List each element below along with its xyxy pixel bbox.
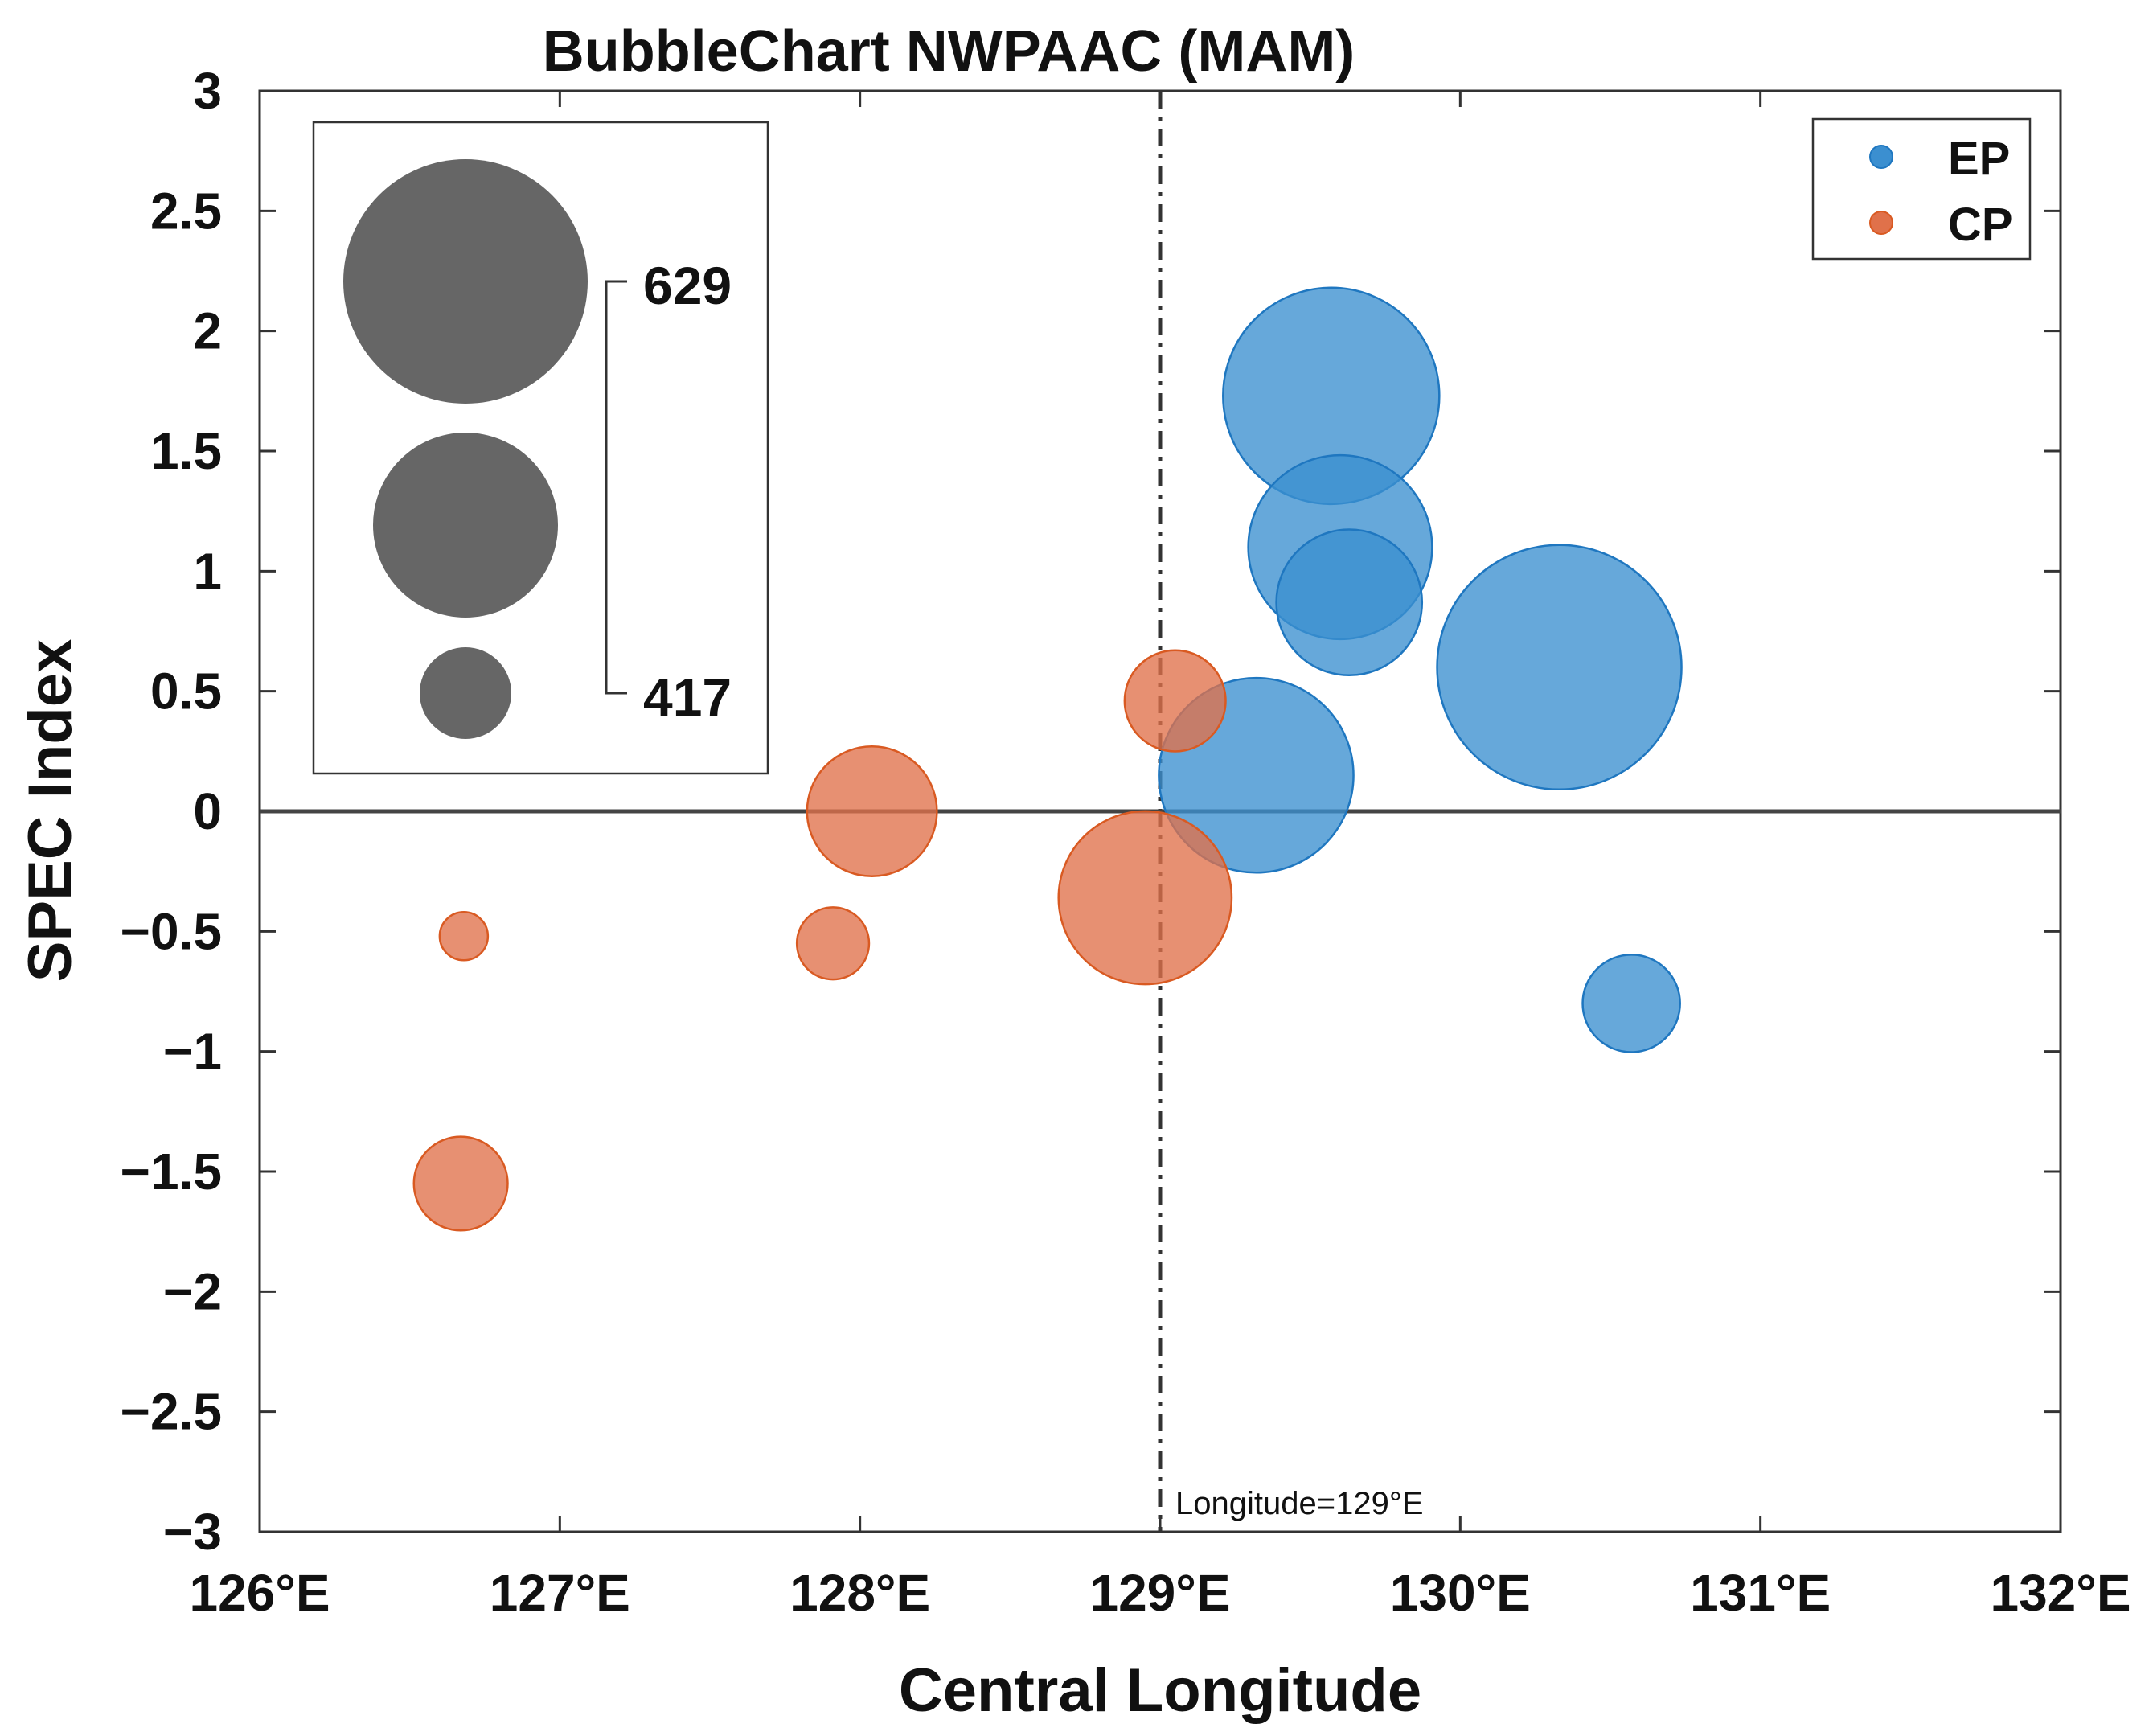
x-tick-label: 127°E bbox=[490, 1564, 630, 1622]
bubble-ep bbox=[1436, 544, 1683, 791]
reference-lines bbox=[260, 91, 2061, 1532]
size-legend-large-bubble bbox=[343, 159, 588, 404]
y-tick-labels: −3 −2.5 −2 −1.5 −1 −0.5 0 0.5 1 1.5 2 2.5 3 bbox=[121, 62, 222, 1561]
chart-title: BubbleChart NWPAAC (MAM) bbox=[543, 19, 1355, 84]
bubble-cp bbox=[806, 745, 938, 877]
bubble-cp bbox=[795, 906, 871, 981]
y-tick-label: 3 bbox=[193, 62, 222, 120]
size-legend-small-bubble bbox=[420, 647, 511, 739]
x-tick-label: 130°E bbox=[1390, 1564, 1531, 1622]
x-tick-label: 126°E bbox=[189, 1564, 330, 1622]
x-tick-label: 131°E bbox=[1690, 1564, 1831, 1622]
y-tick-label: −1 bbox=[163, 1023, 222, 1081]
size-legend: 629 417 bbox=[312, 121, 769, 775]
y-tick-label: 2 bbox=[193, 302, 222, 360]
bubble-ep bbox=[1275, 528, 1424, 677]
x-tick-label: 128°E bbox=[789, 1564, 930, 1622]
y-tick-label: −2.5 bbox=[121, 1383, 222, 1441]
legend-label-cp: CP bbox=[1948, 199, 2013, 251]
y-tick-label: −0.5 bbox=[121, 902, 222, 960]
y-tick-label: 2.5 bbox=[150, 182, 222, 240]
size-legend-min-label: 417 bbox=[643, 667, 732, 727]
x-tick-label: 132°E bbox=[1990, 1564, 2130, 1622]
y-tick-label: 1 bbox=[193, 542, 222, 600]
legend-label-ep: EP bbox=[1948, 133, 2010, 185]
bubble-cp bbox=[1057, 810, 1233, 986]
y-tick-label: 1.5 bbox=[150, 422, 222, 480]
y-tick-label: −3 bbox=[163, 1503, 222, 1561]
axis-ticks bbox=[258, 89, 2062, 1533]
y-tick-label: 0.5 bbox=[150, 663, 222, 720]
size-legend-medium-bubble bbox=[373, 433, 558, 618]
y-tick-label: −1.5 bbox=[121, 1143, 222, 1200]
bubble-cp bbox=[412, 1135, 509, 1232]
x-tick-labels: 126°E 127°E 128°E 129°E 130°E 131°E 132°E bbox=[189, 1564, 2130, 1622]
reference-line-label: Longitude=129°E bbox=[1175, 1486, 1424, 1521]
legend-box bbox=[1811, 117, 2032, 261]
size-legend-bracket bbox=[605, 280, 627, 695]
y-tick-label: 0 bbox=[193, 782, 222, 840]
y-axis-title: SPEC Index bbox=[16, 639, 84, 983]
legend-marker-cp bbox=[1869, 211, 1893, 235]
x-axis-title: Central Longitude bbox=[899, 1656, 1421, 1725]
bubble-ep bbox=[1581, 954, 1681, 1053]
bubble-series bbox=[412, 286, 1683, 1232]
size-legend-max-label: 629 bbox=[643, 256, 732, 315]
bubble-cp bbox=[1123, 649, 1227, 753]
y-tick-label: −2 bbox=[163, 1262, 222, 1320]
legend-marker-ep bbox=[1869, 145, 1893, 169]
bubble-cp bbox=[438, 911, 490, 962]
x-tick-label: 129°E bbox=[1089, 1564, 1230, 1622]
legend: EP CP bbox=[1811, 117, 2032, 261]
